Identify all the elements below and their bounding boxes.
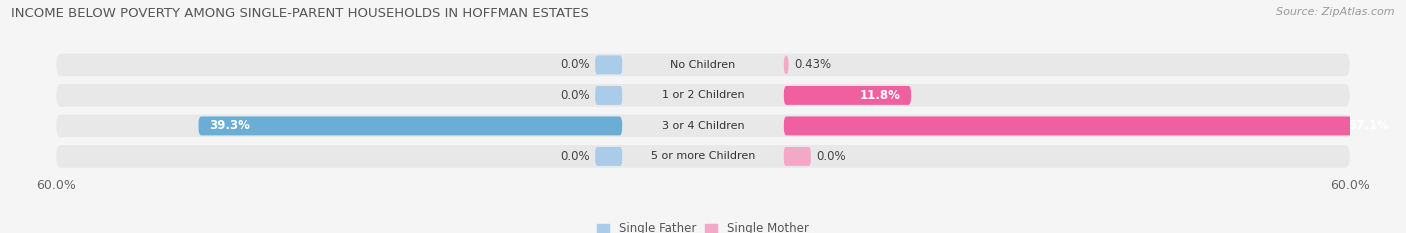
Text: 0.0%: 0.0% — [560, 89, 591, 102]
Legend: Single Father, Single Mother: Single Father, Single Mother — [598, 223, 808, 233]
FancyBboxPatch shape — [785, 86, 911, 105]
FancyBboxPatch shape — [785, 55, 789, 74]
FancyBboxPatch shape — [56, 54, 1350, 76]
FancyBboxPatch shape — [785, 147, 811, 166]
Text: 39.3%: 39.3% — [209, 120, 250, 132]
Text: 11.8%: 11.8% — [859, 89, 900, 102]
FancyBboxPatch shape — [56, 84, 1350, 107]
Text: 3 or 4 Children: 3 or 4 Children — [662, 121, 744, 131]
Text: 0.0%: 0.0% — [815, 150, 846, 163]
FancyBboxPatch shape — [56, 115, 1350, 137]
Text: Source: ZipAtlas.com: Source: ZipAtlas.com — [1277, 7, 1395, 17]
Text: 57.1%: 57.1% — [1348, 120, 1389, 132]
Text: No Children: No Children — [671, 60, 735, 70]
Text: 0.43%: 0.43% — [794, 58, 831, 71]
FancyBboxPatch shape — [595, 55, 621, 74]
Text: 0.0%: 0.0% — [560, 58, 591, 71]
Text: 1 or 2 Children: 1 or 2 Children — [662, 90, 744, 100]
FancyBboxPatch shape — [595, 86, 621, 105]
Text: 5 or more Children: 5 or more Children — [651, 151, 755, 161]
Text: 0.0%: 0.0% — [560, 150, 591, 163]
FancyBboxPatch shape — [56, 145, 1350, 168]
FancyBboxPatch shape — [595, 147, 621, 166]
FancyBboxPatch shape — [785, 116, 1399, 135]
FancyBboxPatch shape — [198, 116, 621, 135]
Text: INCOME BELOW POVERTY AMONG SINGLE-PARENT HOUSEHOLDS IN HOFFMAN ESTATES: INCOME BELOW POVERTY AMONG SINGLE-PARENT… — [11, 7, 589, 20]
